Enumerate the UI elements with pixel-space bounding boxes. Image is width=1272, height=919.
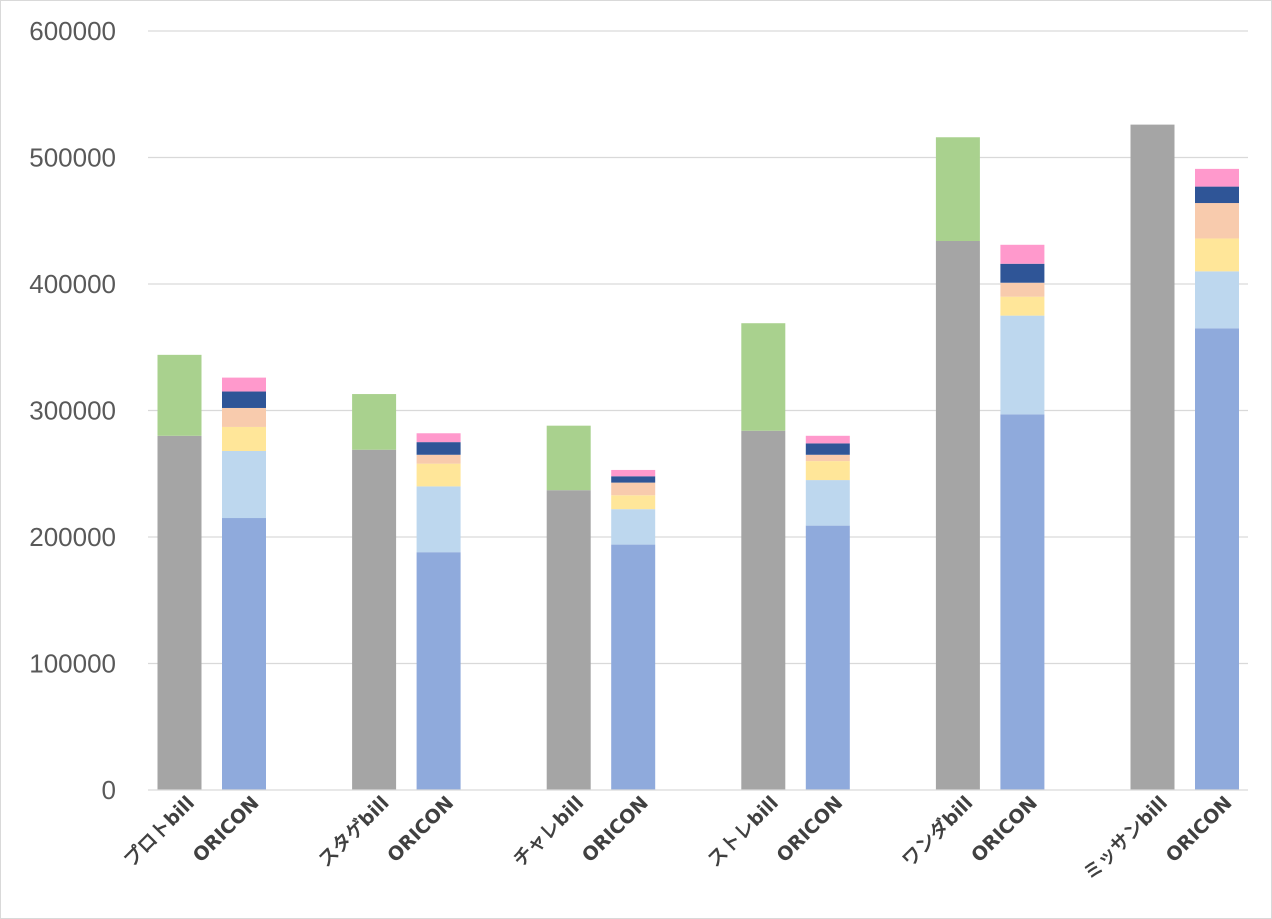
bar-segment xyxy=(611,482,656,496)
bar-segment xyxy=(805,461,850,481)
y-tick-label: 300000 xyxy=(29,396,116,426)
bars xyxy=(157,124,1239,791)
bar-segment xyxy=(222,426,266,451)
bar-segment xyxy=(416,454,461,464)
bar-segment xyxy=(741,430,786,790)
bar-segment xyxy=(222,377,266,392)
bar-segment xyxy=(1195,186,1239,204)
bar-segment xyxy=(805,480,850,526)
x-tick-label: ワンダbill xyxy=(897,791,977,871)
bar-segment xyxy=(222,450,266,519)
bar-segment xyxy=(352,394,397,450)
bar-segment xyxy=(1195,328,1239,790)
bar-segment xyxy=(1000,244,1045,264)
x-tick-label: ORICON xyxy=(189,792,264,867)
y-tick-label: 100000 xyxy=(29,649,116,679)
y-tick-label: 500000 xyxy=(29,143,116,173)
bar-segment xyxy=(222,518,266,790)
gridlines xyxy=(148,30,1248,665)
bar-segment xyxy=(1000,296,1045,316)
bar-segment xyxy=(805,435,850,444)
x-tick-label: ストレbill xyxy=(704,792,783,871)
bar-segment xyxy=(546,425,591,491)
x-tick-label: ORICON xyxy=(383,792,458,867)
bar-segment xyxy=(611,495,656,510)
bar-segment xyxy=(416,433,461,443)
x-tick-label: ミッサンbill xyxy=(1079,792,1172,885)
x-tick-label: ORICON xyxy=(1162,792,1237,867)
y-axis-ticks: 0 100000 200000 300000 400000 500000 600000 xyxy=(29,16,116,805)
x-tick-label: ORICON xyxy=(967,792,1042,867)
y-tick-label: 200000 xyxy=(29,522,116,552)
bar-segment xyxy=(611,544,656,790)
bar-segment xyxy=(1195,271,1239,329)
bar-segment xyxy=(222,407,266,427)
x-tick-label: ORICON xyxy=(772,792,847,867)
x-tick-label: スタゲbill xyxy=(314,792,393,871)
y-tick-label: 0 xyxy=(102,775,116,805)
y-tick-label: 600000 xyxy=(29,16,116,46)
bar-segment xyxy=(352,449,397,790)
bar-segment xyxy=(1000,263,1045,283)
x-tick-label: プロトbill xyxy=(119,791,199,871)
bar-segment xyxy=(1195,168,1239,187)
bar-segment xyxy=(222,391,266,408)
bar-segment xyxy=(157,435,202,790)
bar-segment xyxy=(157,354,202,436)
bar-segment xyxy=(416,442,461,455)
bar-segment xyxy=(805,443,850,455)
bar-segment xyxy=(935,137,980,241)
x-tick-label: ORICON xyxy=(578,792,653,867)
x-tick-label: チャレbill xyxy=(509,792,588,871)
bar-segment xyxy=(805,454,850,462)
bar-segment xyxy=(416,486,461,553)
bar-segment xyxy=(416,552,461,790)
bar-segment xyxy=(1195,203,1239,239)
bar-segment xyxy=(1195,238,1239,272)
bar-segment xyxy=(805,525,850,790)
bar-segment xyxy=(546,490,591,790)
bar-segment xyxy=(1000,315,1045,415)
bar-segment xyxy=(935,240,980,791)
bar-segment xyxy=(741,323,786,431)
y-tick-label: 400000 xyxy=(29,269,116,299)
bar-segment xyxy=(611,476,656,483)
bar-segment xyxy=(611,469,656,477)
bar-segment xyxy=(1000,414,1045,790)
bar-segment xyxy=(1000,282,1045,297)
bar-segment xyxy=(1130,124,1175,791)
bar-segment xyxy=(416,463,461,487)
bar-segment xyxy=(611,509,656,545)
